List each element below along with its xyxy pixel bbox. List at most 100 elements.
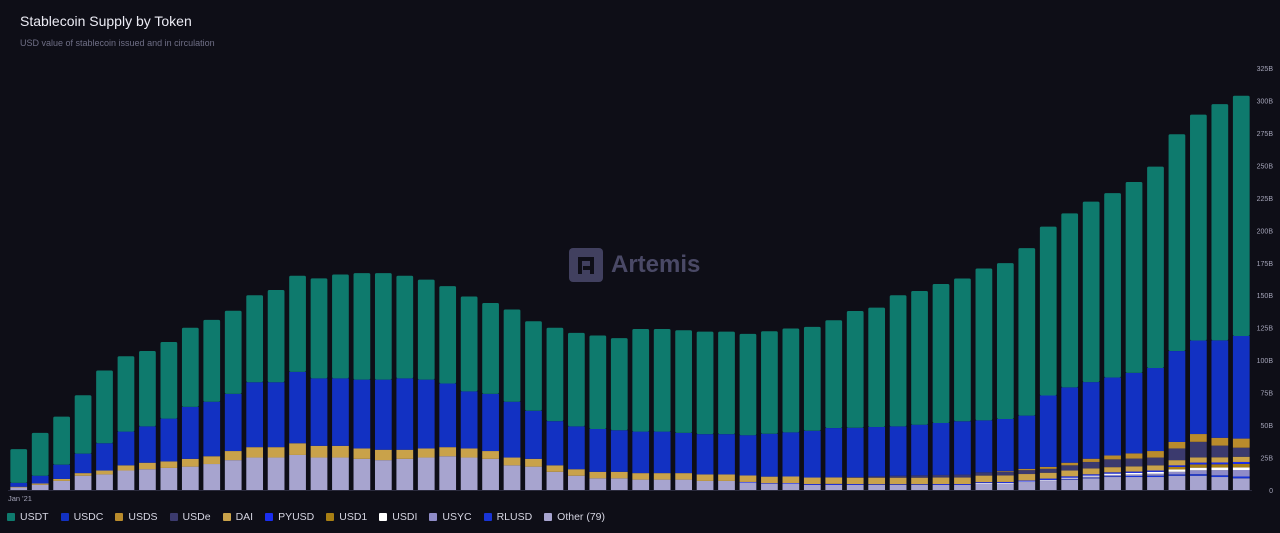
bar-segment-usdc[interactable] bbox=[1061, 387, 1079, 463]
bar-segment-usds[interactable] bbox=[1190, 434, 1207, 442]
bar-segment-usde[interactable] bbox=[1190, 441, 1207, 458]
bar-segment-usdc[interactable] bbox=[1211, 340, 1229, 438]
legend-item[interactable]: USDI bbox=[379, 511, 417, 523]
legend-item[interactable]: USYC bbox=[429, 511, 472, 523]
bar-segment-pyusd[interactable] bbox=[782, 482, 800, 484]
bar-stack[interactable] bbox=[846, 310, 864, 490]
bar-segment-usdc[interactable] bbox=[975, 420, 993, 473]
bar-segment-dai[interactable] bbox=[353, 448, 371, 459]
bar-segment-dai[interactable] bbox=[1061, 470, 1079, 477]
bar-segment-other-79[interactable] bbox=[74, 475, 92, 490]
bar-stack[interactable] bbox=[954, 278, 971, 490]
bar-segment-other-79[interactable] bbox=[632, 479, 650, 490]
bar-segment-other-79[interactable] bbox=[10, 487, 28, 490]
bar-segment-usdi[interactable] bbox=[1125, 472, 1143, 475]
bar-segment-dai[interactable] bbox=[868, 477, 886, 485]
bar-segment-other-79[interactable] bbox=[1039, 480, 1057, 490]
bar-stack[interactable] bbox=[975, 268, 993, 490]
bar-segment-rlusd[interactable] bbox=[1168, 474, 1186, 476]
legend-item[interactable]: USD1 bbox=[326, 511, 367, 523]
bar-segment-usdt[interactable] bbox=[224, 310, 242, 394]
bar-segment-usdc[interactable] bbox=[332, 378, 349, 446]
bar-segment-usde[interactable] bbox=[1168, 448, 1186, 461]
bar-segment-usdc[interactable] bbox=[996, 418, 1014, 471]
bar-stack[interactable] bbox=[525, 321, 542, 490]
bar-segment-usdc[interactable] bbox=[246, 382, 264, 448]
bar-segment-usdc[interactable] bbox=[610, 430, 628, 472]
bar-stack[interactable] bbox=[203, 319, 221, 490]
bar-segment-usyc[interactable] bbox=[1082, 476, 1100, 478]
bar-segment-pyusd[interactable] bbox=[975, 482, 993, 483]
legend-item[interactable]: DAI bbox=[222, 511, 253, 523]
bar-segment-usdt[interactable] bbox=[975, 268, 993, 421]
bar-segment-other-79[interactable] bbox=[160, 467, 178, 490]
bar-stack[interactable] bbox=[825, 320, 843, 490]
bar-segment-usde[interactable] bbox=[868, 476, 886, 478]
bar-segment-other-79[interactable] bbox=[932, 484, 950, 490]
bar-segment-dai[interactable] bbox=[246, 447, 264, 458]
bar-segment-usdt[interactable] bbox=[1125, 182, 1143, 373]
legend-item[interactable]: USDS bbox=[115, 511, 158, 523]
bar-stack[interactable] bbox=[10, 449, 28, 490]
bar-segment-usdc[interactable] bbox=[181, 406, 199, 459]
bar-segment-usdt[interactable] bbox=[203, 319, 221, 402]
bar-segment-usdt[interactable] bbox=[310, 278, 328, 379]
bar-segment-pyusd[interactable] bbox=[1147, 470, 1164, 472]
bar-segment-usds[interactable] bbox=[1104, 455, 1121, 460]
bar-stack[interactable] bbox=[460, 296, 478, 490]
bar-segment-usdc[interactable] bbox=[482, 393, 499, 452]
bar-segment-other-79[interactable] bbox=[1018, 482, 1036, 490]
bar-segment-usdi[interactable] bbox=[1232, 467, 1250, 471]
bar-segment-usdc[interactable] bbox=[10, 482, 28, 487]
bar-segment-usdt[interactable] bbox=[825, 320, 843, 429]
legend-item[interactable]: RLUSD bbox=[483, 511, 532, 523]
bar-segment-other-79[interactable] bbox=[996, 483, 1014, 490]
bar-segment-other-79[interactable] bbox=[954, 484, 971, 490]
bar-stack[interactable] bbox=[1104, 193, 1121, 490]
bar-segment-dai[interactable] bbox=[181, 458, 199, 467]
bar-segment-other-79[interactable] bbox=[460, 457, 478, 490]
bar-segment-dai[interactable] bbox=[546, 465, 564, 472]
bar-segment-usdc[interactable] bbox=[1147, 367, 1164, 452]
bar-segment-dai[interactable] bbox=[417, 448, 435, 458]
bar-stack[interactable] bbox=[568, 332, 585, 490]
bar-segment-dai[interactable] bbox=[525, 458, 542, 467]
legend-item[interactable]: Other (79) bbox=[544, 511, 605, 523]
bar-stack[interactable] bbox=[1061, 213, 1079, 490]
bar-segment-other-79[interactable] bbox=[353, 458, 371, 490]
bar-segment-usdc[interactable] bbox=[911, 424, 928, 476]
bar-segment-rlusd[interactable] bbox=[1082, 477, 1100, 479]
bar-segment-usd1[interactable] bbox=[1211, 464, 1229, 468]
bar-segment-usde[interactable] bbox=[1039, 468, 1057, 473]
bar-segment-rlusd[interactable] bbox=[1061, 479, 1079, 480]
bar-segment-other-79[interactable] bbox=[739, 482, 757, 490]
bar-segment-dai[interactable] bbox=[117, 465, 135, 471]
bar-segment-usyc[interactable] bbox=[1211, 470, 1229, 476]
bar-segment-usdt[interactable] bbox=[889, 295, 907, 427]
bar-segment-usdt[interactable] bbox=[653, 328, 671, 432]
bar-segment-dai[interactable] bbox=[1190, 457, 1207, 463]
bar-segment-pyusd[interactable] bbox=[954, 484, 971, 485]
bar-segment-usdt[interactable] bbox=[782, 328, 800, 433]
bar-segment-usdc[interactable] bbox=[31, 475, 49, 484]
bar-segment-usdc[interactable] bbox=[1082, 382, 1100, 459]
bar-stack[interactable] bbox=[653, 328, 671, 490]
bar-segment-other-79[interactable] bbox=[482, 458, 499, 490]
bar-segment-usde[interactable] bbox=[1061, 465, 1079, 471]
bar-stack[interactable] bbox=[1039, 226, 1057, 490]
legend-item[interactable]: USDe bbox=[169, 511, 211, 523]
bar-segment-other-79[interactable] bbox=[589, 478, 607, 490]
bar-segment-usdc[interactable] bbox=[675, 432, 692, 474]
bar-segment-rlusd[interactable] bbox=[1125, 475, 1143, 478]
bar-segment-usdc[interactable] bbox=[417, 379, 435, 449]
bar-segment-usdt[interactable] bbox=[589, 335, 607, 429]
bar-segment-usde[interactable] bbox=[1211, 445, 1229, 458]
legend-item[interactable]: PYUSD bbox=[265, 511, 314, 523]
bar-segment-pyusd[interactable] bbox=[1061, 476, 1079, 478]
bar-segment-usdc[interactable] bbox=[1039, 395, 1057, 467]
bar-segment-dai[interactable] bbox=[267, 447, 285, 458]
bar-segment-usdt[interactable] bbox=[267, 290, 285, 383]
bar-segment-usdc[interactable] bbox=[718, 434, 735, 475]
bar-stack[interactable] bbox=[932, 284, 950, 490]
bar-segment-dai[interactable] bbox=[911, 477, 928, 485]
